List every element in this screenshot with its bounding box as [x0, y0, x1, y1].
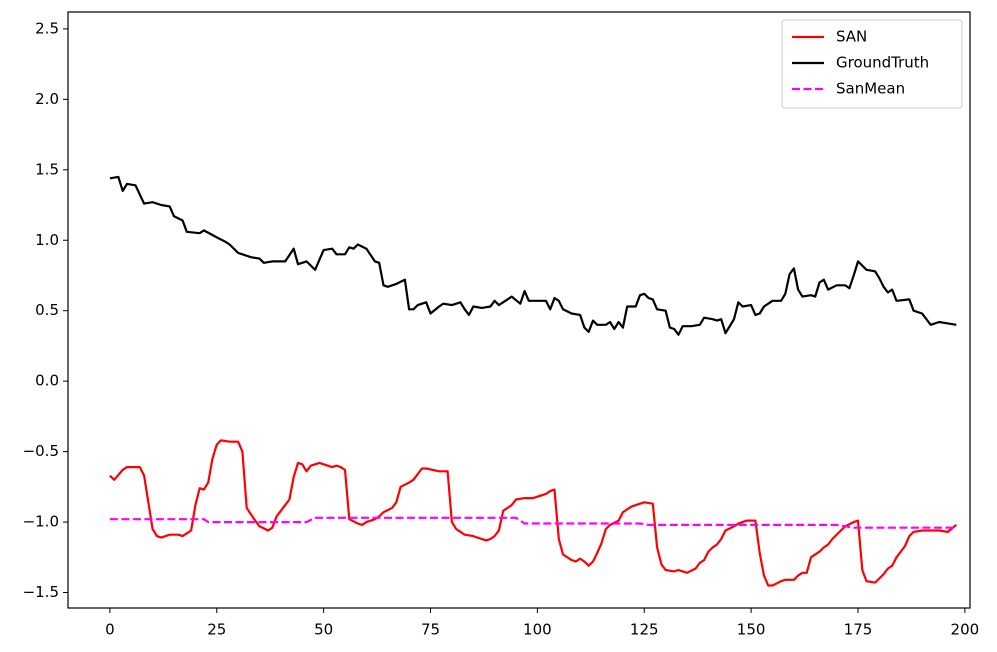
y-tick-label: 0.5	[35, 301, 59, 319]
x-tick-label: 125	[630, 621, 659, 639]
series-line	[109, 175, 957, 336]
legend-label: SanMean	[836, 80, 905, 98]
axes-frame	[67, 11, 971, 609]
y-tick-label: 1.0	[35, 231, 59, 249]
y-tick-label: −1.5	[23, 583, 59, 601]
legend: SAN GroundTruth SanMean	[781, 19, 963, 109]
x-tick-label: 100	[523, 621, 552, 639]
legend-label: SAN	[836, 28, 867, 46]
plot-content	[109, 175, 957, 587]
y-tick-label: −1.0	[23, 513, 59, 531]
x-tick-label: 50	[314, 621, 333, 639]
series-line	[109, 439, 957, 587]
x-tick-label: 75	[421, 621, 440, 639]
x-tick-label: 25	[207, 621, 226, 639]
y-tick-label: 0.0	[35, 372, 59, 390]
x-tick-label: 0	[105, 621, 115, 639]
plot-area	[68, 12, 970, 608]
x-tick-label: 150	[737, 621, 766, 639]
legend-box	[781, 19, 963, 109]
y-tick-label: −0.5	[23, 442, 59, 460]
y-tick-label: 2.0	[35, 90, 59, 108]
x-tick-label: 175	[844, 621, 873, 639]
x-tick-label: 200	[951, 621, 980, 639]
y-tick-label: 2.5	[35, 19, 59, 37]
y-tick-label: 1.5	[35, 160, 59, 178]
series-line	[109, 516, 957, 529]
legend-label: GroundTruth	[836, 54, 929, 72]
